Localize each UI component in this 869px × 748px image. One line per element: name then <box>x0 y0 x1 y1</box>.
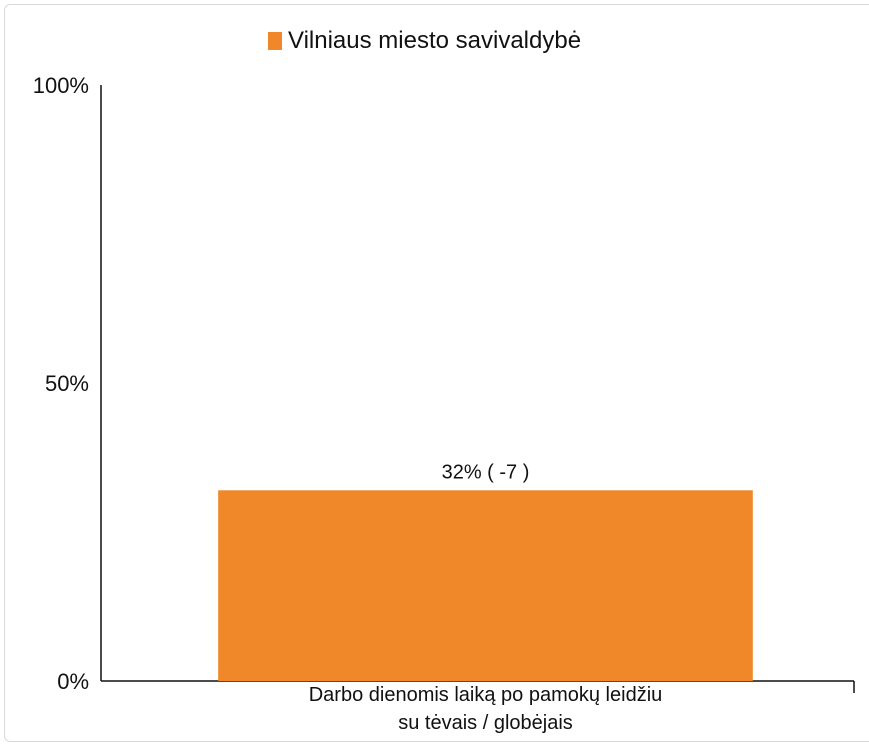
category-label-0-line-0: Darbo dienomis laiką po pamokų leidžiu <box>309 684 663 706</box>
legend: Vilniaus miesto savivaldybė <box>268 26 581 56</box>
category-labels: Darbo dienomis laiką po pamokų leidžiu su… <box>309 684 663 734</box>
data-label-0-0: 32% ( -7 ) <box>442 461 530 483</box>
y-tick-label-2: 100% <box>33 73 89 98</box>
category-label-0-line-1: su tėvais / globėjais <box>398 712 573 734</box>
bar-0-0 <box>218 490 753 681</box>
bars <box>218 490 753 681</box>
y-tick-label-1: 50% <box>45 371 89 396</box>
legend-label: Vilniaus miesto savivaldybė <box>288 27 582 54</box>
y-tick-label-0: 0% <box>57 669 89 694</box>
data-labels: 32% ( -7 ) <box>442 461 530 483</box>
y-axis-ticks: 0% 50% 100% <box>33 73 855 694</box>
legend-swatch <box>268 32 282 50</box>
